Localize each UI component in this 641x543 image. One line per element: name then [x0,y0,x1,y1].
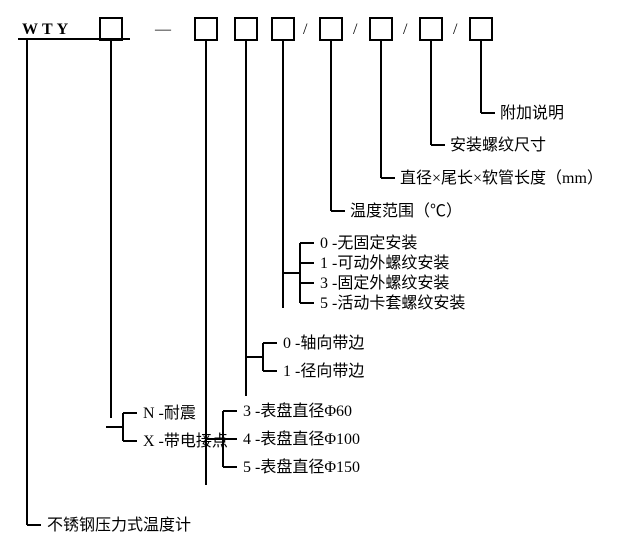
option-label: 3 -表盘直径Φ60 [243,401,352,420]
option-label: 0 -无固定安装 [320,234,417,252]
field-label: 直径×尾长×软管长度（mm） [400,169,603,187]
option-label: 3 -固定外螺纹安装 [320,274,449,292]
option-label: N -耐震 [143,404,196,422]
code-slot [195,18,217,40]
option-label: 1 -可动外螺纹安装 [320,254,449,272]
code-slot [370,18,392,40]
field-label: 安装螺纹尺寸 [450,136,546,154]
code-slot [470,18,492,40]
option-label: 5 -表盘直径Φ150 [243,457,360,476]
option-label: X -带电接点 [143,432,228,450]
dash: — [154,21,172,38]
code-slot [320,18,342,40]
code-slot [420,18,442,40]
option-label: 5 -活动卡套螺纹安装 [320,294,465,312]
code-slot [100,18,122,40]
slash: / [453,21,458,38]
slash: / [403,21,408,38]
option-label: 4 -表盘直径Φ100 [243,429,360,448]
field-label: 附加说明 [500,104,564,122]
code-slot [235,18,257,40]
field-label: 温度范围（℃） [350,202,462,220]
option-label: 0 -轴向带边 [283,334,364,352]
slash: / [353,21,358,38]
slash: / [303,21,308,38]
code-slot [272,18,294,40]
option-label: 1 -径向带边 [283,362,364,380]
code-prefix: WTY [22,21,72,38]
root-label: 不锈钢压力式温度计 [47,516,191,534]
